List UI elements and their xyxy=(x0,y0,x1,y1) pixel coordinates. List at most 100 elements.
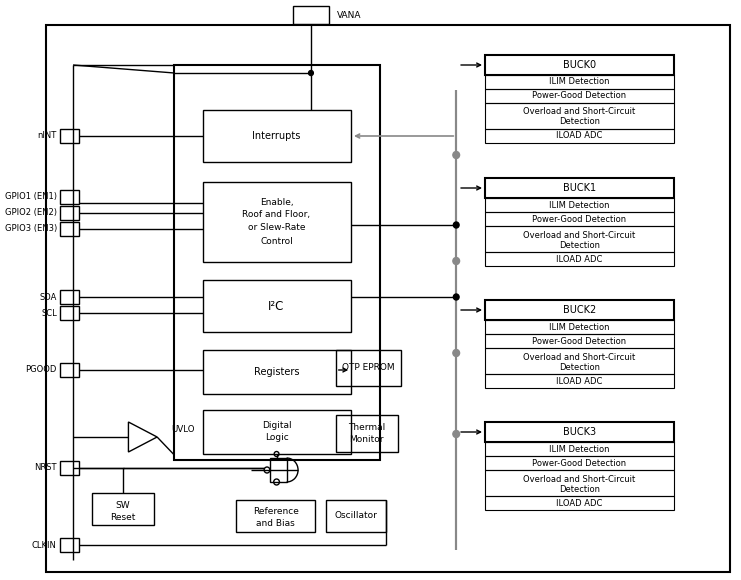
Bar xyxy=(485,374,674,388)
Text: Reference: Reference xyxy=(253,506,299,516)
Bar xyxy=(485,89,674,103)
Bar xyxy=(203,110,351,162)
Bar xyxy=(336,415,398,452)
Text: UVLO: UVLO xyxy=(171,425,195,433)
Text: Control: Control xyxy=(260,237,293,245)
Circle shape xyxy=(453,350,459,357)
Text: GPIO3 (EN3): GPIO3 (EN3) xyxy=(4,224,57,234)
Bar xyxy=(485,212,674,226)
Bar xyxy=(485,496,674,510)
Bar xyxy=(485,320,674,334)
Bar xyxy=(59,538,79,552)
Text: Power-Good Detection: Power-Good Detection xyxy=(533,215,627,223)
Bar xyxy=(326,500,385,532)
Bar xyxy=(236,500,315,532)
Bar xyxy=(59,290,79,304)
Bar xyxy=(92,493,154,525)
Bar xyxy=(485,55,674,75)
Text: ILIM Detection: ILIM Detection xyxy=(549,444,610,454)
Bar xyxy=(59,461,79,475)
Text: Detection: Detection xyxy=(559,118,600,126)
Circle shape xyxy=(453,222,459,228)
Bar xyxy=(485,456,674,470)
Text: BUCK3: BUCK3 xyxy=(563,427,596,437)
Text: I²C: I²C xyxy=(268,299,285,313)
Bar xyxy=(485,422,674,442)
Circle shape xyxy=(453,151,459,158)
Bar xyxy=(485,442,674,456)
Bar xyxy=(59,222,79,236)
Bar xyxy=(485,129,674,143)
Text: Detection: Detection xyxy=(559,362,600,372)
Text: Digital: Digital xyxy=(262,420,291,430)
Circle shape xyxy=(453,294,459,300)
Text: Monitor: Monitor xyxy=(349,436,384,444)
Bar xyxy=(485,178,674,198)
Bar xyxy=(59,206,79,220)
Text: SDA: SDA xyxy=(39,292,57,302)
Text: nINT: nINT xyxy=(38,132,57,140)
Bar xyxy=(203,410,351,454)
Bar xyxy=(59,129,79,143)
Text: Registers: Registers xyxy=(254,367,299,377)
Bar xyxy=(174,65,380,460)
Bar xyxy=(485,348,674,374)
Text: Logic: Logic xyxy=(265,433,288,441)
Bar xyxy=(293,6,329,24)
Text: SCL: SCL xyxy=(41,309,57,317)
Text: BUCK2: BUCK2 xyxy=(563,305,596,315)
Text: GPIO1 (EN1): GPIO1 (EN1) xyxy=(4,193,57,201)
Text: Power-Good Detection: Power-Good Detection xyxy=(533,459,627,467)
Bar xyxy=(203,350,351,394)
Bar xyxy=(485,252,674,266)
Text: and Bias: and Bias xyxy=(256,519,295,527)
Bar xyxy=(59,190,79,204)
Text: Interrupts: Interrupts xyxy=(253,131,301,141)
Text: Power-Good Detection: Power-Good Detection xyxy=(533,92,627,100)
Text: CLKIN: CLKIN xyxy=(32,541,57,549)
Text: VANA: VANA xyxy=(336,10,362,20)
Text: OTP EPROM: OTP EPROM xyxy=(342,364,395,372)
Bar xyxy=(485,470,674,496)
Text: ILIM Detection: ILIM Detection xyxy=(549,201,610,209)
Text: Oscillator: Oscillator xyxy=(334,512,377,520)
Bar xyxy=(336,350,401,386)
Bar xyxy=(485,75,674,89)
Text: ILOAD ADC: ILOAD ADC xyxy=(556,132,602,140)
Text: Overload and Short-Circuit: Overload and Short-Circuit xyxy=(523,353,636,361)
Text: Overload and Short-Circuit: Overload and Short-Circuit xyxy=(523,230,636,240)
Text: ILIM Detection: ILIM Detection xyxy=(549,322,610,332)
Text: Overload and Short-Circuit: Overload and Short-Circuit xyxy=(523,107,636,117)
Text: Reset: Reset xyxy=(110,513,136,521)
Text: ILOAD ADC: ILOAD ADC xyxy=(556,255,602,263)
Bar xyxy=(485,103,674,129)
Bar xyxy=(59,363,79,377)
Text: Enable,: Enable, xyxy=(260,198,293,206)
Bar xyxy=(485,334,674,348)
Text: SW: SW xyxy=(116,501,130,509)
Text: NRST: NRST xyxy=(34,463,57,473)
Text: PGOOD: PGOOD xyxy=(25,365,57,375)
Bar xyxy=(485,198,674,212)
Bar xyxy=(270,458,287,482)
Text: ILOAD ADC: ILOAD ADC xyxy=(556,498,602,508)
Text: BUCK0: BUCK0 xyxy=(563,60,596,70)
Bar xyxy=(485,226,674,252)
Text: Detection: Detection xyxy=(559,484,600,494)
Circle shape xyxy=(453,258,459,264)
Text: Detection: Detection xyxy=(559,241,600,249)
Bar xyxy=(485,300,674,320)
Text: ILOAD ADC: ILOAD ADC xyxy=(556,376,602,386)
Bar xyxy=(203,182,351,262)
Text: Roof and Floor,: Roof and Floor, xyxy=(242,211,310,219)
Text: BUCK1: BUCK1 xyxy=(563,183,596,193)
Circle shape xyxy=(453,430,459,437)
Text: Power-Good Detection: Power-Good Detection xyxy=(533,336,627,346)
Text: ILIM Detection: ILIM Detection xyxy=(549,78,610,86)
Circle shape xyxy=(308,71,313,75)
Text: or Slew-Rate: or Slew-Rate xyxy=(247,223,305,233)
Text: Overload and Short-Circuit: Overload and Short-Circuit xyxy=(523,474,636,484)
Text: Thermal: Thermal xyxy=(348,423,385,433)
Bar xyxy=(59,306,79,320)
Text: GPIO2 (EN2): GPIO2 (EN2) xyxy=(4,208,57,218)
